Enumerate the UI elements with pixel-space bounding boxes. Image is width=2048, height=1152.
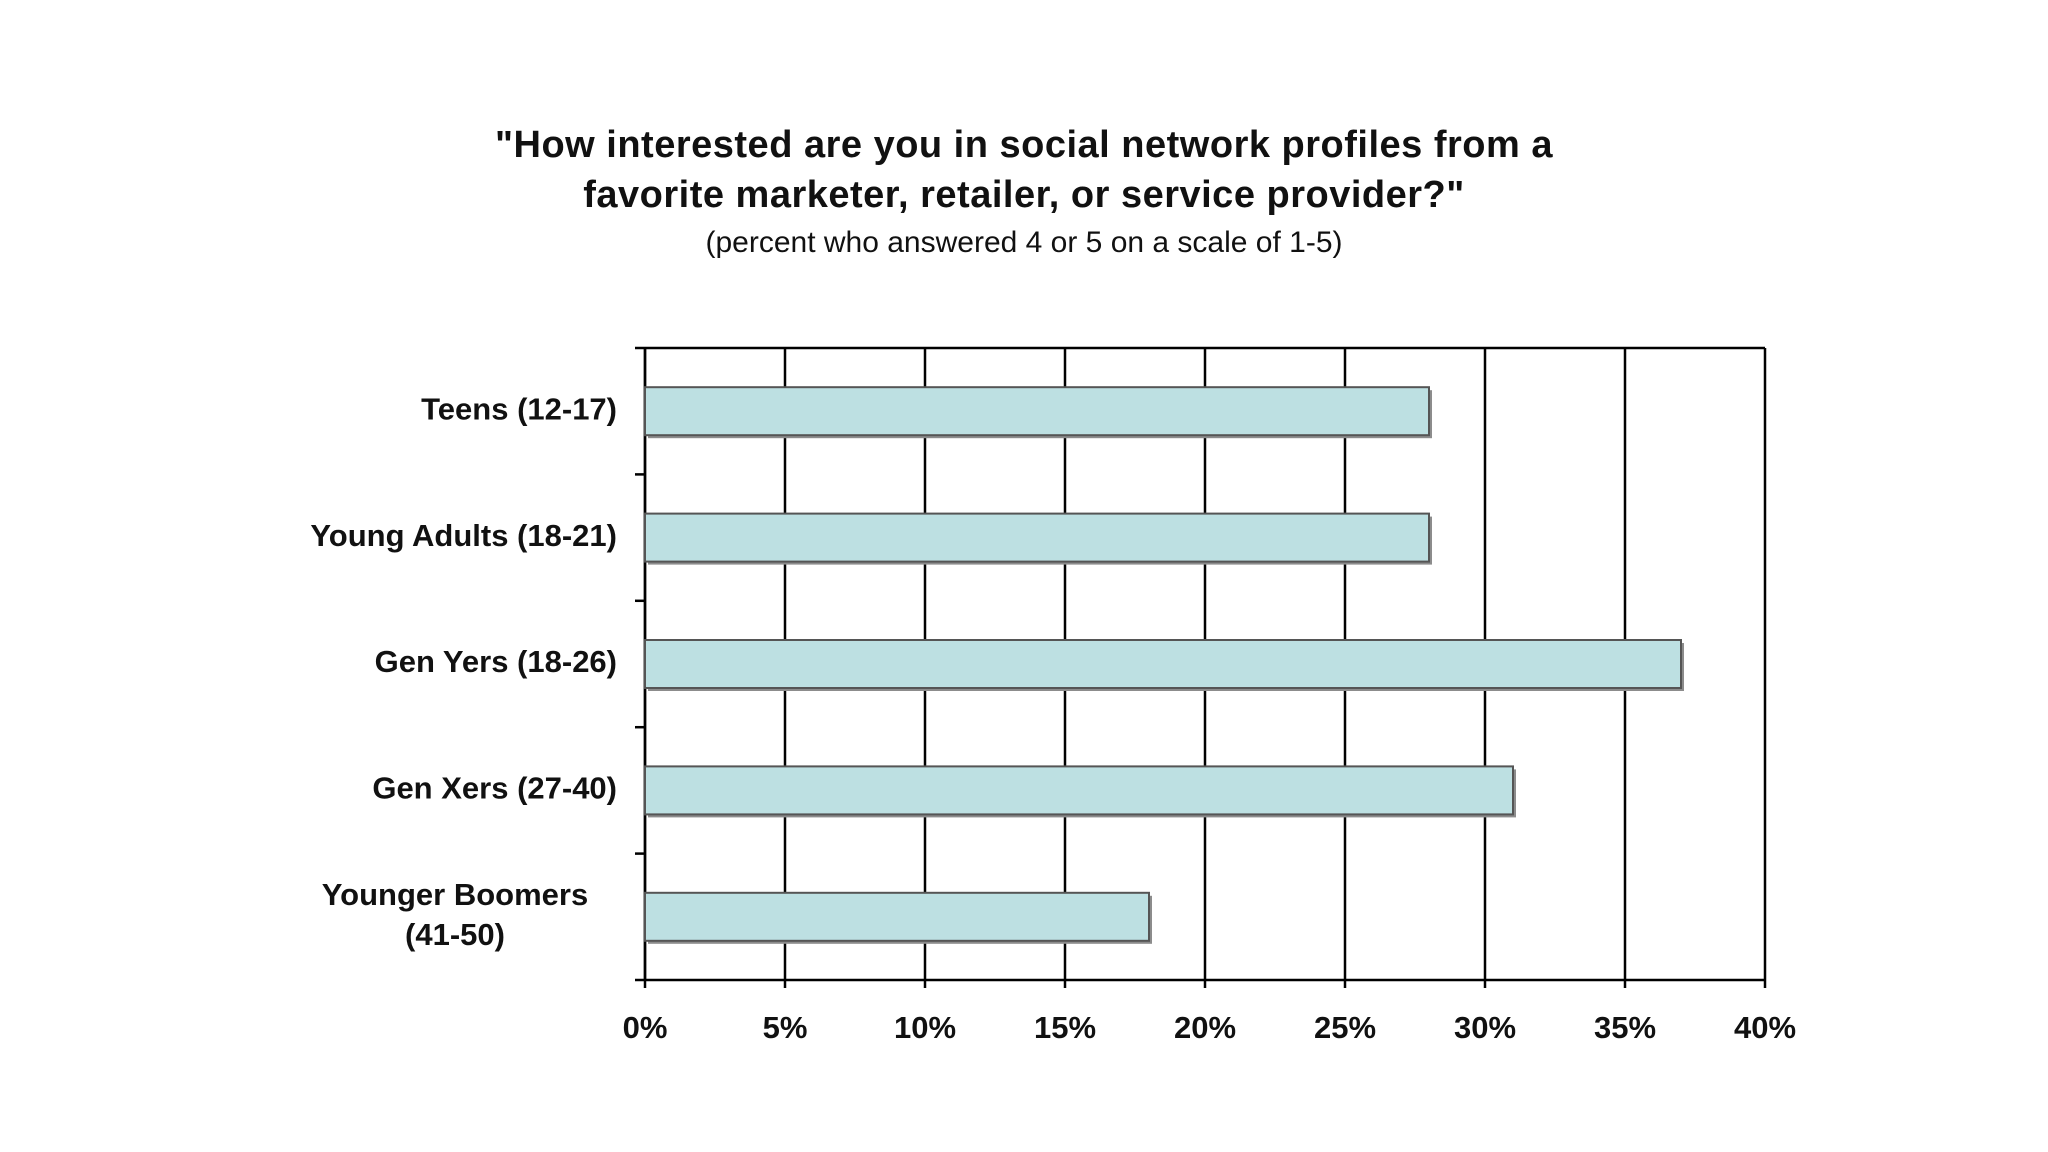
bar: [644, 512, 1430, 563]
chart-title-line-2: favorite marketer, retailer, or service …: [583, 174, 1465, 216]
category-label: Gen Yers (18-26): [375, 644, 617, 679]
x-tick-label: 5%: [763, 1010, 808, 1045]
chart-subtitle: (percent who answered 4 or 5 on a scale …: [705, 226, 1343, 259]
category-label: Younger Boomers: [322, 877, 588, 912]
x-tick-label: 30%: [1454, 1010, 1516, 1045]
category-label: Young Adults (18-21): [310, 518, 617, 553]
x-tick-label: 15%: [1034, 1010, 1096, 1045]
bar: [644, 639, 1682, 689]
x-tick-label: 0%: [623, 1010, 668, 1045]
x-tick-label: 10%: [894, 1010, 956, 1045]
x-tick-label: 20%: [1174, 1010, 1236, 1045]
bar: [644, 765, 1514, 816]
category-label: Teens (12-17): [421, 391, 617, 426]
bar: [644, 386, 1430, 437]
x-tick-label: 25%: [1314, 1010, 1376, 1045]
bar: [644, 891, 1150, 942]
category-label: (41-50): [405, 917, 505, 952]
category-label: Gen Xers (27-40): [372, 771, 617, 806]
x-tick-label: 40%: [1734, 1010, 1796, 1045]
x-tick-label: 35%: [1594, 1010, 1656, 1045]
chart-title-line-1: "How interested are you in social networ…: [495, 124, 1553, 166]
